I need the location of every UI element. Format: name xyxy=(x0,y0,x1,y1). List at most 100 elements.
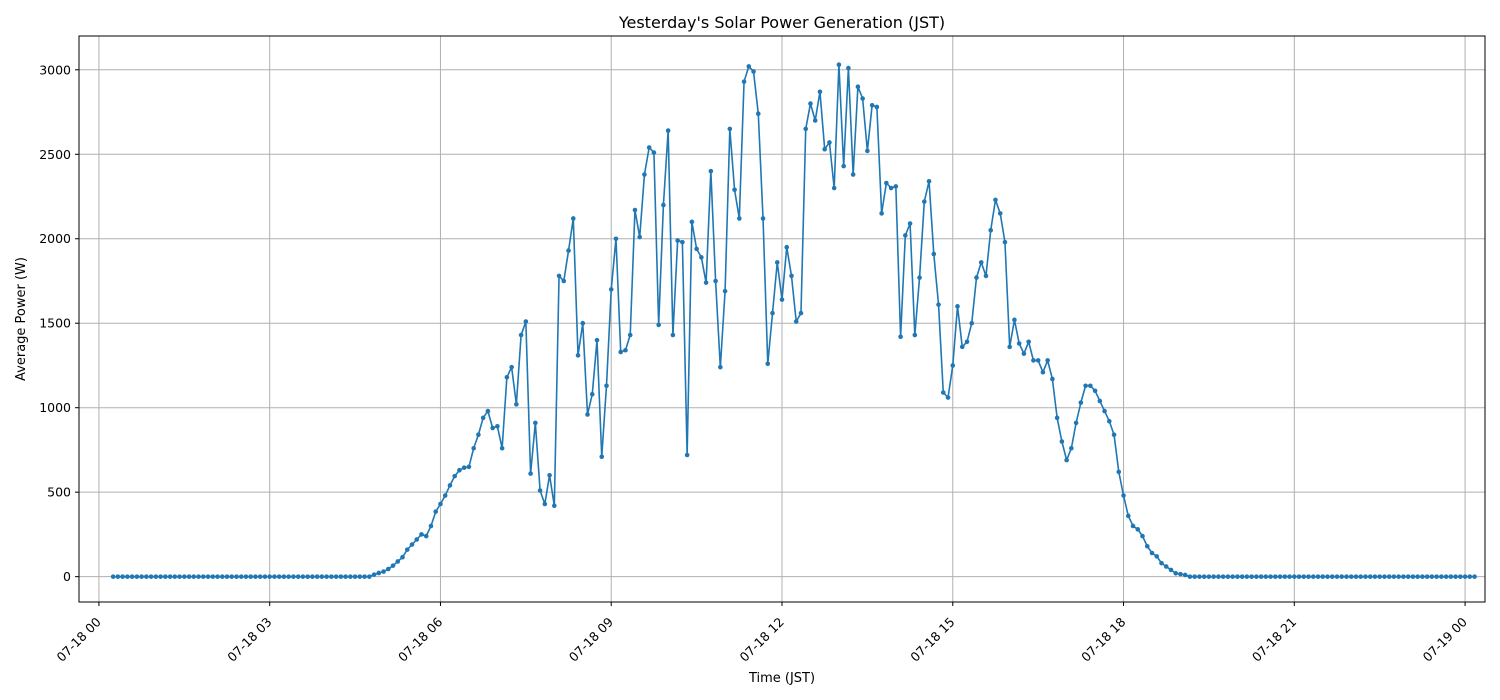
data-point xyxy=(556,273,562,279)
data-point xyxy=(855,84,861,89)
data-point xyxy=(959,344,965,350)
data-point xyxy=(604,383,609,389)
data-point xyxy=(1178,571,1183,577)
data-point xyxy=(514,402,519,407)
data-point xyxy=(1097,398,1103,404)
plot-frame xyxy=(78,35,1486,603)
data-point xyxy=(314,574,320,579)
data-point xyxy=(751,69,756,74)
data-point xyxy=(215,574,220,579)
data-point xyxy=(675,238,680,243)
y-tick-label: 500 xyxy=(47,485,71,500)
data-point xyxy=(547,472,552,478)
data-point xyxy=(879,211,884,216)
data-point xyxy=(1296,574,1302,579)
data-point xyxy=(822,146,827,152)
data-point xyxy=(746,64,752,69)
data-point xyxy=(907,221,913,226)
data-point xyxy=(922,199,927,204)
data-point xyxy=(812,118,818,123)
data-point xyxy=(300,574,306,579)
data-point xyxy=(1192,574,1197,579)
data-point xyxy=(608,287,614,292)
data-point xyxy=(1050,376,1055,382)
data-point xyxy=(172,574,178,579)
series-layer xyxy=(110,62,1477,579)
data-point xyxy=(1377,574,1382,579)
data-point xyxy=(1239,574,1245,579)
data-point xyxy=(898,334,903,340)
data-point xyxy=(651,150,657,155)
data-point xyxy=(978,260,984,265)
y-tick-label: 1500 xyxy=(39,316,71,331)
data-point xyxy=(281,574,287,579)
data-point xyxy=(1348,574,1354,579)
data-point xyxy=(1405,574,1411,579)
data-point xyxy=(798,310,804,316)
data-point xyxy=(528,471,533,476)
data-point xyxy=(623,347,628,353)
data-point xyxy=(903,233,908,238)
data-point xyxy=(385,566,391,572)
data-point xyxy=(713,278,718,284)
data-point xyxy=(1301,574,1307,579)
data-point xyxy=(1339,574,1345,579)
data-point xyxy=(234,574,239,579)
data-point xyxy=(276,574,282,579)
data-point xyxy=(1448,574,1454,579)
data-point xyxy=(1235,574,1240,579)
data-point xyxy=(1140,533,1145,539)
data-point xyxy=(200,574,206,579)
data-point xyxy=(134,574,140,579)
y-tick-label: 0 xyxy=(63,569,71,584)
data-point xyxy=(1453,574,1458,579)
data-point xyxy=(329,574,334,579)
data-point xyxy=(760,216,766,221)
data-point xyxy=(1035,358,1041,363)
data-point xyxy=(774,260,780,265)
data-point xyxy=(955,304,960,309)
data-point xyxy=(718,364,723,370)
data-point xyxy=(912,332,918,338)
data-point xyxy=(599,454,605,460)
data-point xyxy=(1187,574,1193,579)
data-point xyxy=(618,349,624,355)
data-point xyxy=(950,363,956,368)
data-point xyxy=(1021,351,1027,356)
data-point xyxy=(1201,574,1207,579)
data-point xyxy=(139,574,144,579)
data-point xyxy=(1254,574,1259,579)
data-point xyxy=(841,163,846,169)
data-point xyxy=(115,574,121,579)
data-point xyxy=(926,179,932,184)
data-point xyxy=(670,332,676,338)
x-axis-label: Time (JST) xyxy=(748,671,815,686)
data-point xyxy=(1472,574,1477,579)
data-point xyxy=(1040,369,1046,375)
data-point xyxy=(1016,341,1022,346)
data-point xyxy=(1045,358,1050,363)
data-point xyxy=(452,473,457,479)
data-point xyxy=(1007,344,1012,350)
data-point xyxy=(869,102,875,108)
data-point xyxy=(1382,574,1387,579)
y-tick-label: 2500 xyxy=(39,147,71,162)
data-point xyxy=(936,302,941,307)
chart-title: Yesterday's Solar Power Generation (JST) xyxy=(618,13,945,32)
data-point xyxy=(423,533,429,539)
data-point xyxy=(1320,574,1326,579)
data-point xyxy=(1244,574,1250,579)
data-point xyxy=(1363,574,1368,579)
data-point xyxy=(874,104,880,110)
data-point xyxy=(1391,574,1397,579)
data-point xyxy=(177,574,182,579)
data-point xyxy=(1173,570,1179,576)
data-point xyxy=(831,185,837,191)
data-point xyxy=(1329,574,1335,579)
data-point xyxy=(779,297,785,302)
data-point xyxy=(1216,574,1221,579)
data-point xyxy=(476,432,481,438)
data-point xyxy=(1159,560,1164,566)
data-point xyxy=(348,574,353,579)
data-point xyxy=(694,246,699,252)
